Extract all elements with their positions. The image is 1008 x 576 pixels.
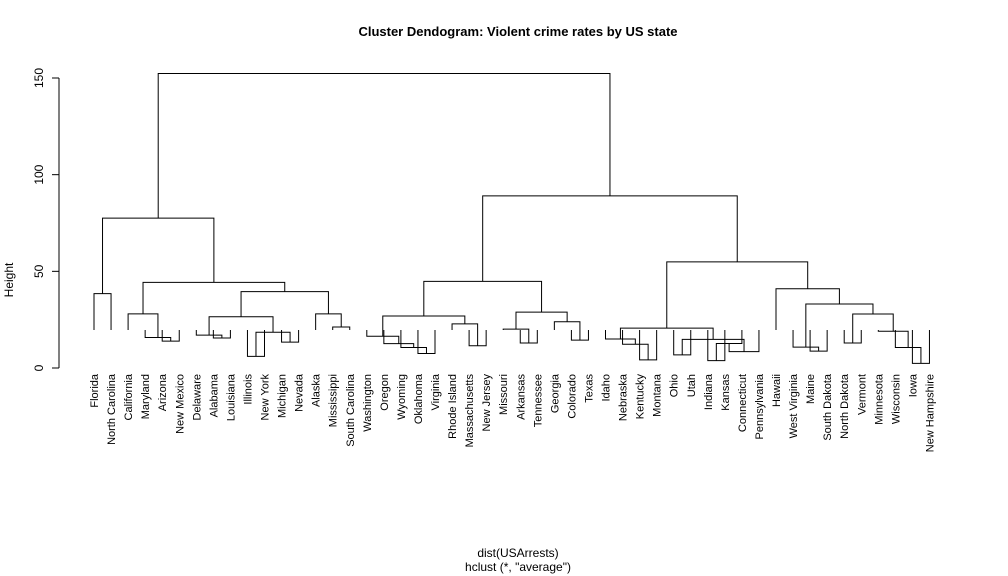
leaf-label: Texas [583, 374, 595, 403]
leaf-label: North Carolina [106, 373, 118, 445]
dendrogram-links [93, 73, 930, 364]
leaf-label: North Dakota [839, 373, 851, 439]
merge-link [468, 330, 487, 347]
leaf-label: Georgia [549, 373, 561, 413]
leaf-label: New Mexico [174, 374, 186, 434]
y-tick-label: 50 [32, 264, 46, 278]
merge-link [255, 331, 291, 357]
leaf-label: Vermont [856, 374, 868, 415]
leaf-label: Massachusetts [464, 374, 476, 448]
leaf-label: South Carolina [345, 373, 357, 447]
leaf-label: Missouri [498, 374, 510, 415]
leaf-label: Louisiana [225, 373, 237, 421]
leaf-label: Delaware [191, 374, 203, 420]
merge-link [622, 330, 649, 360]
merge-link [240, 291, 329, 317]
merge-link [482, 195, 738, 282]
merge-link [775, 288, 840, 330]
leaf-label: Michigan [277, 374, 289, 418]
merge-link [93, 293, 112, 330]
merge-link [400, 330, 427, 354]
leaf-labels: Florida North Carolina California Maryland A… [89, 373, 936, 452]
leaf-label: New York [260, 374, 272, 421]
leaf-label: Mississippi [328, 374, 340, 427]
merge-link [619, 327, 714, 340]
merge-link [681, 338, 745, 355]
leaf-label: Oklahoma [413, 373, 425, 424]
leaf-label: Arizona [157, 373, 169, 411]
x-axis-label-line1: dist(USArrests) [477, 546, 558, 560]
leaf-label: Utah [686, 374, 698, 397]
leaf-label: Florida [89, 373, 101, 408]
merge-link [553, 321, 581, 341]
leaf-label: Washington [362, 374, 374, 432]
leaf-label: Pennsylvania [754, 373, 766, 439]
merge-link [102, 217, 215, 294]
merge-link [728, 330, 760, 353]
merge-link [852, 313, 894, 344]
leaf-label: Minnesota [873, 373, 885, 425]
merge-link [142, 281, 286, 314]
merge-link [877, 330, 909, 348]
leaf-label: Ohio [669, 374, 681, 397]
leaf-label: Indiana [703, 373, 715, 410]
leaf-label: Connecticut [737, 374, 749, 432]
merge-link [515, 311, 568, 330]
leaf-label: New Hampshire [924, 374, 936, 452]
merge-link [894, 330, 922, 364]
merge-link [332, 326, 351, 330]
leaf-label: Wyoming [396, 374, 408, 420]
leaf-label: Idaho [601, 374, 613, 402]
leaf-label: Maine [805, 374, 817, 404]
leaf-label: Illinois [242, 374, 254, 405]
leaf-label: Nebraska [618, 373, 630, 421]
merge-link [161, 330, 180, 342]
leaf-label: California [123, 373, 135, 420]
y-tick-label: 100 [32, 164, 46, 184]
chart-title: Cluster Dendogram: Violent crime rates b… [358, 24, 677, 39]
leaf-label: Wisconsin [890, 374, 902, 424]
x-axis-label-line2: hclust (*, "average") [465, 560, 571, 574]
merge-link [208, 316, 274, 336]
leaf-label: Alaska [311, 373, 323, 407]
leaf-label: New Jersey [481, 374, 493, 432]
merge-link [423, 280, 543, 316]
leaf-label: Iowa [907, 373, 919, 397]
leaf-label: Kentucky [635, 374, 647, 420]
leaf-label: Nevada [294, 373, 306, 412]
merge-link [157, 73, 611, 219]
merge-link [127, 313, 159, 338]
merge-link [315, 313, 342, 330]
leaf-label: Maryland [140, 374, 152, 419]
merge-link [502, 328, 530, 344]
y-tick-label: 150 [32, 68, 46, 88]
leaf-label: Oregon [379, 374, 391, 411]
leaf-label: Rhode Island [447, 374, 459, 439]
leaf-label: Colorado [566, 374, 578, 419]
y-axis-label: Height [2, 262, 16, 297]
leaf-label: Montana [652, 373, 664, 417]
merge-link [805, 303, 874, 348]
leaf-label: Alabama [208, 373, 220, 417]
leaf-label: Hawaii [771, 374, 783, 407]
leaf-label: Virginia [430, 373, 442, 410]
leaf-label: West Virginia [788, 373, 800, 438]
merge-link [451, 323, 479, 346]
leaf-label: Tennessee [532, 374, 544, 427]
leaf-label: Arkansas [515, 374, 527, 420]
leaf-label: South Dakota [822, 373, 834, 441]
merge-link [666, 261, 809, 329]
y-tick-label: 0 [32, 364, 46, 371]
y-axis: 0 50 100 150 [32, 68, 60, 371]
leaf-label: Kansas [720, 374, 732, 411]
